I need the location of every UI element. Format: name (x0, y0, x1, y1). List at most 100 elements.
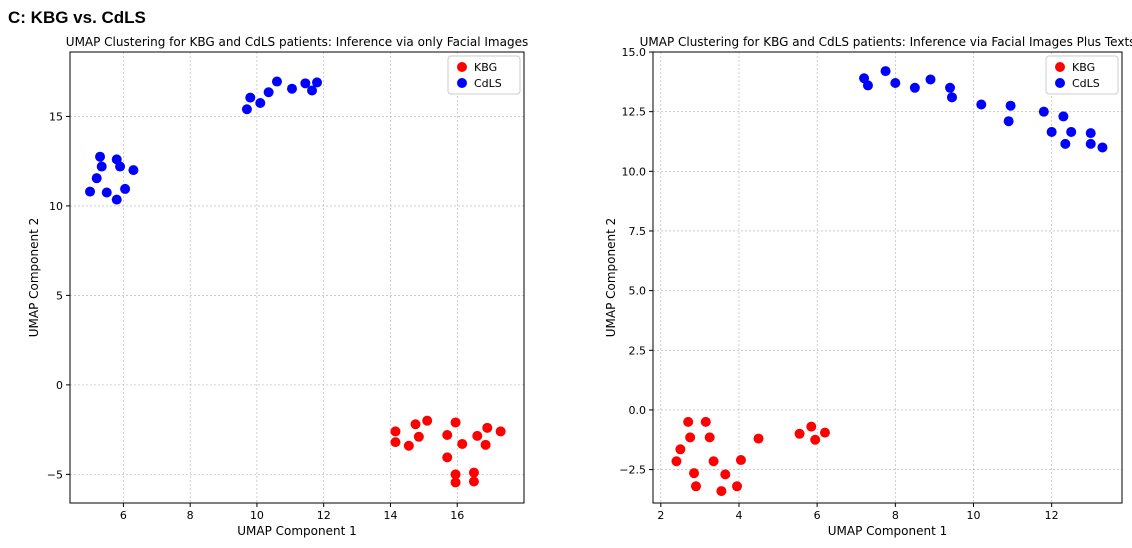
legend-marker-kbg (1055, 62, 1065, 72)
point-kbg (716, 486, 727, 497)
point-kbg (671, 456, 682, 467)
point-cdls (1085, 128, 1096, 139)
point-cdls (976, 99, 987, 110)
point-cdls (111, 194, 122, 205)
point-cdls (1060, 138, 1071, 149)
point-cdls (909, 82, 920, 93)
chart-title: UMAP Clustering for KBG and CdLS patient… (66, 35, 528, 49)
point-kbg (468, 467, 479, 478)
point-cdls (115, 161, 126, 172)
point-kbg (700, 416, 711, 427)
x-tick-label: 2 (657, 509, 664, 522)
point-cdls (1058, 111, 1069, 122)
y-tick-label: 5 (56, 289, 63, 302)
point-kbg (720, 469, 731, 480)
point-kbg (753, 433, 764, 444)
x-tick-label: 12 (1045, 509, 1059, 522)
point-cdls (1005, 100, 1016, 111)
point-kbg (689, 468, 700, 479)
point-kbg (442, 452, 453, 463)
point-cdls (85, 186, 96, 197)
legend-marker-kbg (457, 62, 467, 72)
y-tick-label: 10 (49, 200, 63, 213)
x-tick-label: 4 (735, 509, 742, 522)
x-tick-label: 8 (187, 509, 194, 522)
point-cdls (1003, 116, 1014, 127)
point-kbg (685, 432, 696, 443)
point-kbg (735, 455, 746, 466)
point-kbg (495, 426, 506, 437)
y-tick-label: −2.5 (619, 464, 646, 477)
point-cdls (1038, 106, 1049, 117)
point-kbg (410, 419, 421, 430)
y-tick-label: 15.0 (622, 46, 647, 59)
point-kbg (442, 429, 453, 440)
point-cdls (120, 183, 131, 194)
x-tick-label: 8 (892, 509, 899, 522)
x-axis-label: UMAP Component 1 (237, 524, 357, 538)
y-tick-label: 0 (56, 379, 63, 392)
legend-marker-cdls (457, 78, 467, 88)
chart-title: UMAP Clustering for KBG and CdLS patient… (640, 35, 1132, 49)
point-cdls (255, 98, 266, 109)
point-kbg (683, 416, 694, 427)
legend-marker-cdls (1055, 78, 1065, 88)
point-cdls (300, 78, 311, 89)
point-cdls (286, 83, 297, 94)
legend-label-kbg: KBG (474, 61, 497, 74)
point-cdls (946, 92, 957, 103)
point-kbg (457, 438, 468, 449)
point-cdls (945, 82, 956, 93)
point-kbg (806, 421, 817, 432)
point-cdls (241, 104, 252, 115)
point-cdls (128, 165, 139, 176)
point-cdls (95, 151, 106, 162)
point-kbg (413, 431, 424, 442)
point-kbg (450, 477, 461, 488)
y-tick-label: −5 (47, 468, 63, 481)
x-tick-label: 6 (814, 509, 821, 522)
plot-frame (652, 51, 1123, 504)
x-axis-label: UMAP Component 1 (828, 524, 948, 538)
point-cdls (96, 161, 107, 172)
y-axis-label: UMAP Component 2 (27, 218, 41, 338)
point-kbg (708, 456, 719, 467)
point-kbg (482, 422, 493, 433)
legend-label-kbg: KBG (1072, 61, 1095, 74)
point-kbg (810, 434, 821, 445)
point-cdls (1097, 142, 1108, 153)
x-tick-label: 10 (250, 509, 264, 522)
y-tick-label: 2.5 (629, 344, 647, 357)
legend-label-cdls: CdLS (474, 77, 502, 90)
point-kbg (472, 430, 483, 441)
panel-heading: C: KBG vs. CdLS (8, 8, 146, 27)
y-tick-label: 12.5 (622, 106, 647, 119)
point-kbg (794, 428, 805, 439)
x-tick-label: 16 (450, 509, 464, 522)
x-tick-label: 10 (966, 509, 980, 522)
point-kbg (819, 427, 830, 438)
chart-1: 6 8 10 12 14 16 −5 0 5 10 15 UMAP Clustering for KB… (27, 35, 528, 538)
point-kbg (422, 415, 433, 426)
point-cdls (1085, 138, 1096, 149)
legend-label-cdls: CdLS (1072, 77, 1100, 90)
y-tick-label: 15 (49, 110, 63, 123)
point-kbg (450, 469, 461, 480)
point-cdls (101, 187, 112, 198)
point-kbg (390, 437, 401, 448)
point-cdls (91, 173, 102, 184)
point-cdls (263, 87, 274, 98)
point-cdls (862, 80, 873, 91)
point-cdls (307, 85, 318, 96)
point-cdls (880, 66, 891, 77)
point-cdls (925, 74, 936, 85)
point-cdls (1046, 126, 1057, 137)
x-tick-label: 12 (317, 509, 331, 522)
point-cdls (1066, 126, 1077, 137)
y-tick-label: 5.0 (629, 285, 647, 298)
chart-2: 2 4 6 8 10 12−2.50.02.55.07.510.012.515.0UMAP… (604, 35, 1132, 538)
y-tick-label: 0.0 (629, 404, 647, 417)
x-tick-label: 6 (120, 509, 127, 522)
point-kbg (468, 476, 479, 487)
